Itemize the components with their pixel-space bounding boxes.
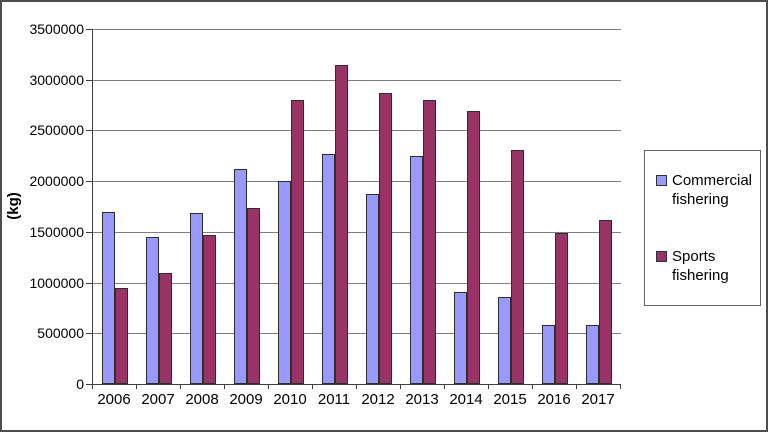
x-tick-label-2016: 2016 bbox=[537, 391, 571, 408]
bar-group-2006 bbox=[93, 29, 137, 384]
y-tick-label-2000000: 2000000 bbox=[29, 173, 84, 190]
bar-sports-2012 bbox=[379, 92, 392, 384]
bar-commercial-2011 bbox=[322, 153, 335, 384]
bar-sports-2013 bbox=[423, 100, 436, 384]
x-tick-label-2010: 2010 bbox=[273, 391, 307, 408]
bar-group-2012 bbox=[357, 29, 401, 384]
x-tick-label-2011: 2011 bbox=[317, 391, 351, 408]
y-tick-label-3000000: 3000000 bbox=[29, 71, 84, 88]
gridline-3000000 bbox=[93, 79, 621, 81]
y-tick-label-500000: 500000 bbox=[37, 325, 84, 342]
x-tick-mark bbox=[356, 385, 357, 389]
gridline-500000 bbox=[93, 333, 621, 335]
x-tick-mark bbox=[224, 385, 225, 389]
bar-sports-2017 bbox=[599, 219, 612, 384]
y-tick-label-1000000: 1000000 bbox=[29, 274, 84, 291]
bar-sports-2015 bbox=[511, 149, 524, 384]
bar-sports-2014 bbox=[467, 111, 480, 384]
x-tick-label-2014: 2014 bbox=[449, 391, 483, 408]
plot-area bbox=[92, 29, 621, 385]
bar-commercial-2008 bbox=[190, 212, 203, 384]
y-tick-mark bbox=[86, 384, 92, 385]
x-tick-mark bbox=[400, 385, 401, 389]
x-tick-mark bbox=[312, 385, 313, 389]
bar-commercial-2014 bbox=[454, 291, 467, 384]
x-tick-mark bbox=[136, 385, 137, 389]
gridline-3500000 bbox=[93, 29, 621, 30]
bar-group-2017 bbox=[577, 29, 621, 384]
bar-sports-2009 bbox=[247, 207, 260, 384]
x-tick-mark bbox=[180, 385, 181, 389]
y-tick-mark bbox=[86, 79, 92, 81]
bar-group-2009 bbox=[225, 29, 269, 384]
bar-commercial-2017 bbox=[586, 325, 599, 384]
legend-label-commercial: Commercial fishering bbox=[672, 172, 753, 208]
gridline-2500000 bbox=[93, 130, 621, 132]
x-tick-label-2009: 2009 bbox=[229, 391, 263, 408]
bar-group-2007 bbox=[137, 29, 181, 384]
bar-sports-2006 bbox=[115, 287, 128, 384]
legend-entry-commercial: Commercial fishering bbox=[656, 171, 760, 209]
x-tick-mark bbox=[444, 385, 445, 389]
x-tick-mark bbox=[620, 385, 621, 389]
bar-commercial-2009 bbox=[234, 169, 247, 384]
y-tick-mark bbox=[86, 29, 92, 30]
x-tick-label-2007: 2007 bbox=[141, 391, 175, 408]
bar-group-2015 bbox=[489, 29, 533, 384]
bar-sports-2007 bbox=[159, 273, 172, 384]
bar-group-2014 bbox=[445, 29, 489, 384]
legend-marker-sports-icon bbox=[656, 251, 667, 262]
x-tick-mark bbox=[532, 385, 533, 389]
x-tick-label-2017: 2017 bbox=[581, 391, 615, 408]
bar-sports-2010 bbox=[291, 100, 304, 384]
bar-sports-2008 bbox=[203, 234, 216, 384]
bar-commercial-2012 bbox=[366, 194, 379, 384]
x-tick-mark bbox=[92, 385, 93, 389]
legend-entry-sports: Sports fishering bbox=[656, 247, 760, 285]
gridline-1000000 bbox=[93, 282, 621, 284]
x-tick-label-2012: 2012 bbox=[361, 391, 395, 408]
y-tick-mark bbox=[86, 333, 92, 335]
bar-group-2016 bbox=[533, 29, 577, 384]
y-tick-mark bbox=[86, 181, 92, 183]
x-tick-label-2015: 2015 bbox=[493, 391, 527, 408]
bar-commercial-2007 bbox=[146, 236, 159, 384]
x-tick-label-2008: 2008 bbox=[185, 391, 219, 408]
gridline-1500000 bbox=[93, 231, 621, 233]
bar-commercial-2015 bbox=[498, 296, 511, 384]
y-tick-label-3500000: 3500000 bbox=[29, 21, 84, 37]
bar-commercial-2016 bbox=[542, 325, 555, 384]
y-tick-mark bbox=[86, 130, 92, 132]
bar-commercial-2010 bbox=[278, 181, 291, 384]
x-tick-mark bbox=[576, 385, 577, 389]
bar-group-2011 bbox=[313, 29, 357, 384]
y-tick-label-1500000: 1500000 bbox=[29, 223, 84, 240]
y-tick-mark bbox=[86, 231, 92, 233]
y-tick-label-0: 0 bbox=[76, 376, 84, 392]
x-tick-mark bbox=[268, 385, 269, 389]
x-tick-mark bbox=[488, 385, 489, 389]
bar-group-2013 bbox=[401, 29, 445, 384]
legend: Commercial fishering Sports fishering bbox=[644, 150, 761, 306]
y-tick-mark bbox=[86, 282, 92, 284]
bar-commercial-2006 bbox=[102, 211, 115, 384]
bar-group-2010 bbox=[269, 29, 313, 384]
bar-group-2008 bbox=[181, 29, 225, 384]
bar-commercial-2013 bbox=[410, 155, 423, 384]
bar-sports-2016 bbox=[555, 232, 568, 384]
legend-label-sports: Sports fishering bbox=[672, 248, 729, 284]
legend-marker-commercial-icon bbox=[656, 175, 667, 186]
y-tick-label-2500000: 2500000 bbox=[29, 122, 84, 139]
bar-sports-2011 bbox=[335, 64, 348, 384]
gridline-2000000 bbox=[93, 181, 621, 183]
x-tick-label-2006: 2006 bbox=[97, 391, 131, 408]
x-tick-label-2013: 2013 bbox=[405, 391, 439, 408]
